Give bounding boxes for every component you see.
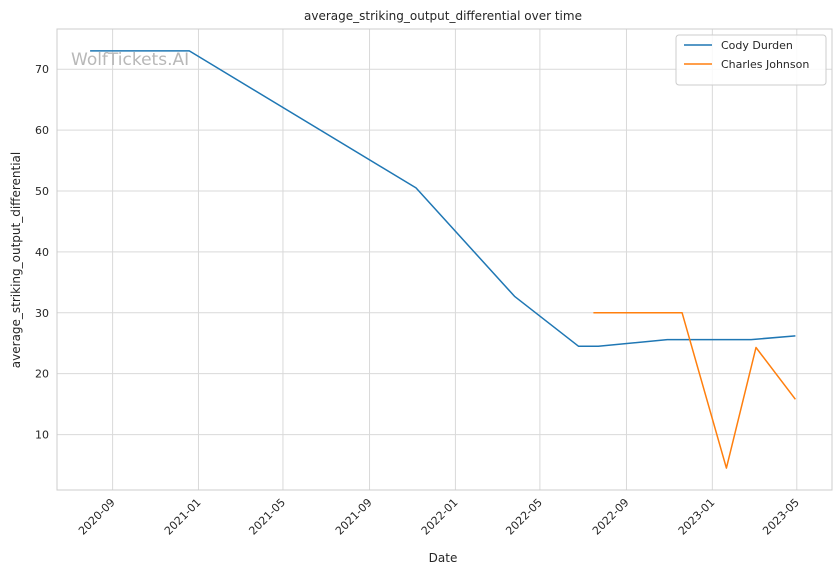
chart-title: average_striking_output_differential ove… (304, 9, 582, 23)
legend-box (675, 34, 827, 86)
y-tick-label: 60 (35, 124, 49, 137)
plot-frame (56, 28, 833, 491)
x-tick-label: 2023-05 (760, 496, 802, 538)
x-tick-label: 2021-09 (333, 496, 375, 538)
legend-label: Cody Durden (721, 39, 793, 52)
x-tick-label: 2020-09 (76, 496, 118, 538)
x-axis-title: Date (429, 551, 458, 565)
y-tick-label: 50 (35, 185, 49, 198)
x-tick-label: 2021-05 (246, 496, 288, 538)
series-line-cody-durden (90, 50, 796, 348)
series-line-charles-johnson (593, 312, 796, 469)
x-tick-label: 2022-09 (590, 496, 632, 538)
x-tick-label: 2021-01 (162, 496, 204, 538)
y-tick-label: 20 (35, 368, 49, 381)
y-tick-label: 40 (35, 246, 49, 259)
x-tick-label: 2023-01 (676, 496, 718, 538)
legend: Cody Durden Charles Johnson (675, 34, 827, 86)
grid (57, 29, 832, 490)
series-lines (90, 50, 796, 469)
tick-labels: 10 20 30 40 50 60 70 2020-09 2021-01 2021-05 2021-… (35, 63, 802, 537)
x-tick-label: 2022-05 (503, 496, 545, 538)
y-tick-label: 70 (35, 63, 49, 76)
x-tick-label: 2022-01 (419, 496, 461, 538)
y-tick-label: 30 (35, 307, 49, 320)
y-axis-title: average_striking_output_differential (9, 152, 23, 368)
legend-label: Charles Johnson (721, 58, 809, 71)
y-tick-label: 10 (35, 429, 49, 442)
watermark-text: WolfTickets.AI (71, 50, 189, 70)
